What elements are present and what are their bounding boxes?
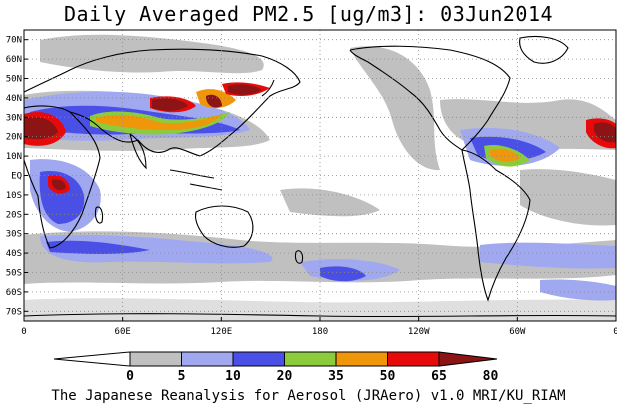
- colorbar-label: 10: [225, 369, 241, 384]
- lat-label: 70N: [6, 36, 22, 46]
- lat-label: 60S: [6, 288, 22, 298]
- lat-label: 20N: [6, 133, 22, 143]
- colorbar-label: 65: [431, 369, 447, 384]
- map-title: Daily Averaged PM2.5 [ug/m3]: 03Jun2014: [63, 2, 554, 26]
- colorbar-segment: [232, 351, 285, 367]
- colorbar-label: 20: [277, 369, 293, 384]
- lat-label: EQ: [11, 172, 22, 182]
- lat-label: 10S: [6, 191, 22, 201]
- longitude-labels: 0 60E 120E 180 120W 60W 0: [21, 317, 617, 337]
- colorbar-label: 80: [483, 369, 499, 384]
- lon-label: 60W: [509, 327, 526, 337]
- lat-label: 60N: [6, 55, 22, 65]
- lat-label: 40N: [6, 94, 22, 104]
- lon-label: 120W: [408, 327, 430, 337]
- graticule: [24, 30, 616, 321]
- colorbar-segment: [181, 351, 234, 367]
- lon-label: 0: [613, 327, 617, 337]
- colorbar-label: 0: [126, 369, 134, 384]
- colorbar-segment: [438, 351, 498, 367]
- lat-label: 70S: [6, 307, 22, 317]
- concentration-fields: [24, 34, 616, 321]
- colorbar-label: 35: [328, 369, 344, 384]
- latitude-labels: 70N 60N 50N 40N 30N 20N 10N EQ 10S 20S 30S 40S 50S 60…: [6, 36, 22, 318]
- colorbar-label: 5: [178, 369, 186, 384]
- map-footer: The Japanese Reanalysis for Aerosol (JRA…: [51, 388, 566, 404]
- colorbar-segment: [335, 351, 388, 367]
- lat-label: 50N: [6, 75, 22, 85]
- lon-label: 180: [312, 327, 328, 337]
- lat-label: 50S: [6, 269, 22, 279]
- lon-label: 120E: [210, 327, 232, 337]
- lat-label: 10N: [6, 152, 22, 162]
- lat-label: 20S: [6, 210, 22, 220]
- colorbar: 0 5 10 20 35 50 65 80: [53, 351, 499, 384]
- lat-label: 40S: [6, 249, 22, 259]
- colorbar-label: 50: [380, 369, 396, 384]
- colorbar-segment: [387, 351, 440, 367]
- colorbar-segment: [284, 351, 337, 367]
- coastlines: [24, 35, 616, 318]
- colorbar-segment: [129, 351, 182, 367]
- lat-label: 30S: [6, 230, 22, 240]
- lat-label: 30N: [6, 113, 22, 123]
- lon-label: 0: [21, 327, 26, 337]
- lon-label: 60E: [115, 327, 131, 337]
- colorbar-segment: [53, 351, 131, 367]
- field-over-80: [24, 84, 616, 191]
